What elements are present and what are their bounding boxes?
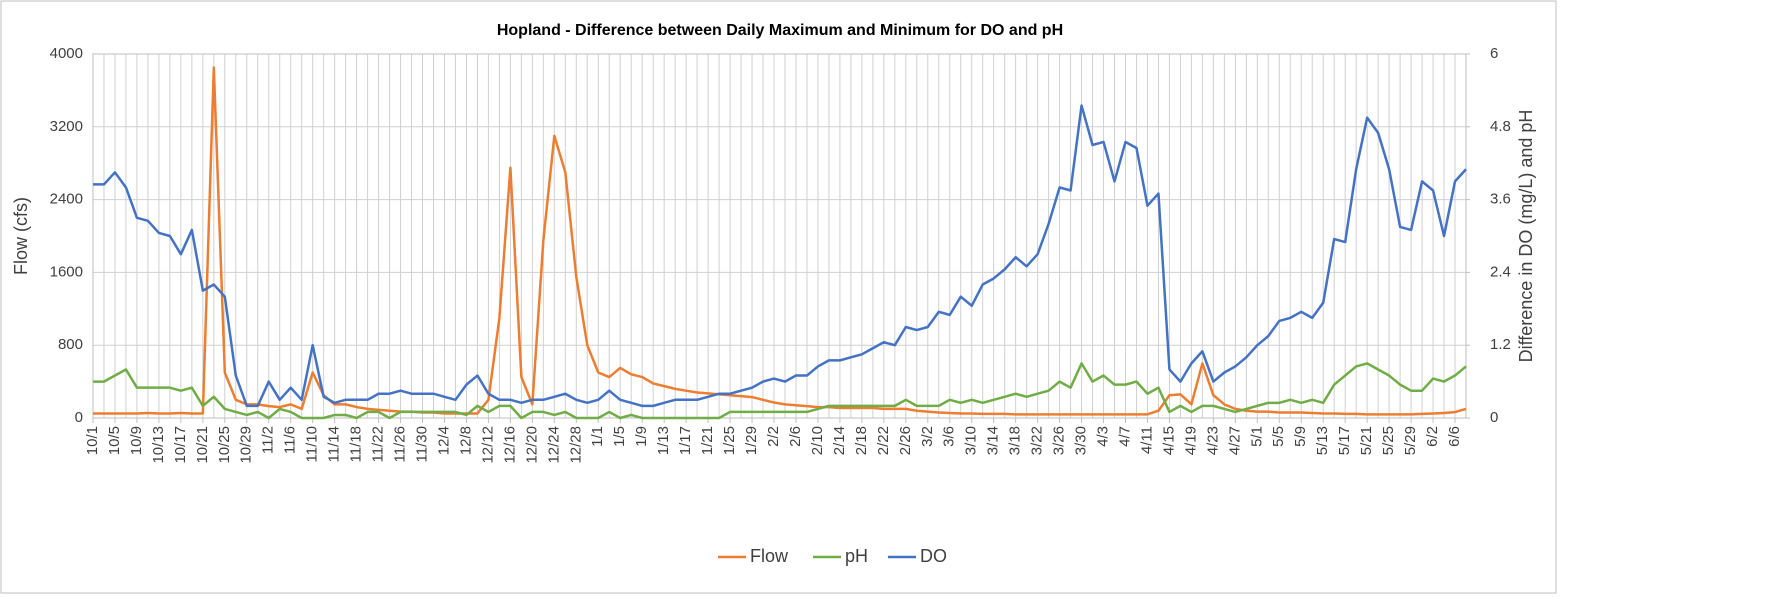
y-tick-label: 1600 bbox=[50, 263, 83, 280]
y-tick-label: 4000 bbox=[50, 45, 83, 62]
x-tick-label: 5/17 bbox=[1336, 426, 1353, 455]
x-tick-label: 10/13 bbox=[150, 426, 167, 464]
y2-axis-title: Difference in DO (mg/L) and pH bbox=[1516, 110, 1536, 363]
x-tick-label: 5/25 bbox=[1380, 426, 1397, 455]
y2-tick-label: 0 bbox=[1490, 409, 1498, 426]
x-tick-label: 11/10 bbox=[304, 426, 321, 462]
y-tick-label: 3200 bbox=[50, 118, 83, 135]
series-line bbox=[93, 362, 1467, 420]
x-tick-label: 11/26 bbox=[392, 426, 409, 462]
x-tick-label: 3/14 bbox=[985, 426, 1002, 455]
x-tick-label: 10/1 bbox=[84, 426, 101, 455]
x-tick-label: 1/13 bbox=[655, 426, 672, 455]
x-tick-label: 1/21 bbox=[699, 426, 716, 455]
y-tick-label: 2400 bbox=[50, 191, 83, 208]
x-tick-label: 4/23 bbox=[1204, 426, 1221, 455]
x-tick-label: 2/22 bbox=[875, 426, 892, 455]
x-tick-label: 1/1 bbox=[589, 426, 606, 447]
x-tick-label: 5/13 bbox=[1314, 426, 1331, 455]
x-tick-label: 11/14 bbox=[326, 426, 343, 462]
x-tick-label: 11/18 bbox=[348, 426, 365, 462]
x-tick-label: 5/29 bbox=[1402, 426, 1419, 455]
legend-label: DO bbox=[920, 546, 947, 566]
x-tick-label: 11/6 bbox=[282, 426, 299, 454]
y-tick-label: 800 bbox=[58, 336, 83, 353]
legend-item: Flow bbox=[718, 546, 789, 566]
x-tick-label: 2/26 bbox=[897, 426, 914, 455]
x-tick-label: 3/6 bbox=[941, 426, 958, 447]
y2-tick-label: 1.2 bbox=[1490, 336, 1511, 353]
y2-tick-label: 4.8 bbox=[1490, 118, 1511, 135]
x-tick-label: 4/7 bbox=[1116, 426, 1133, 447]
x-tick-label: 2/18 bbox=[853, 426, 870, 455]
chart-title: Hopland - Difference between Daily Maxim… bbox=[497, 22, 1063, 39]
x-tick-label: 5/21 bbox=[1358, 426, 1375, 455]
plot-border bbox=[92, 53, 1467, 419]
y2-tick-label: 2.4 bbox=[1490, 263, 1511, 280]
x-tick-label: 1/29 bbox=[743, 426, 760, 455]
x-tick-label: 6/6 bbox=[1446, 426, 1463, 447]
x-tick-label: 12/20 bbox=[523, 426, 540, 464]
x-tick-label: 12/8 bbox=[457, 426, 474, 455]
x-tick-label: 4/19 bbox=[1182, 426, 1199, 455]
x-tick-label: 1/5 bbox=[611, 426, 628, 447]
x-tick-label: 10/9 bbox=[128, 426, 145, 455]
x-tick-label: 4/3 bbox=[1094, 426, 1111, 447]
x-tick-label: 11/22 bbox=[370, 426, 387, 462]
x-tick-label: 5/9 bbox=[1292, 426, 1309, 447]
x-tick-label: 3/2 bbox=[919, 426, 936, 447]
x-tick-label: 12/4 bbox=[435, 426, 452, 455]
chart-frame bbox=[0, 0, 1557, 594]
x-tick-label: 2/10 bbox=[809, 426, 826, 455]
x-tick-label: 10/25 bbox=[216, 426, 233, 464]
x-tick-label: 12/16 bbox=[501, 426, 518, 464]
x-tick-label: 1/9 bbox=[633, 426, 650, 447]
x-tick-label: 3/22 bbox=[1029, 426, 1046, 455]
x-tick-label: 10/21 bbox=[194, 426, 211, 464]
x-tick-label: 12/28 bbox=[567, 426, 584, 464]
legend-item: pH bbox=[813, 546, 868, 566]
y-axis-title: Flow (cfs) bbox=[11, 197, 31, 275]
x-tick-label: 10/5 bbox=[106, 426, 123, 455]
x-tick-label: 2/6 bbox=[787, 426, 804, 447]
x-tick-label: 3/26 bbox=[1051, 426, 1068, 455]
x-tick-label: 6/2 bbox=[1424, 426, 1441, 447]
x-tick-label: 4/15 bbox=[1160, 426, 1177, 455]
x-tick-label: 11/2 bbox=[260, 426, 277, 454]
y2-tick-label: 3.6 bbox=[1490, 191, 1511, 208]
x-tick-label: 11/30 bbox=[413, 426, 430, 462]
x-tick-label: 12/24 bbox=[545, 426, 562, 464]
x-tick-label: 1/17 bbox=[677, 426, 694, 455]
legend-item: DO bbox=[888, 546, 947, 566]
x-tick-label: 2/14 bbox=[831, 426, 848, 455]
y2-tick-label: 6 bbox=[1490, 45, 1498, 62]
x-tick-label: 4/27 bbox=[1226, 426, 1243, 455]
x-tick-label: 3/30 bbox=[1073, 426, 1090, 455]
series-line bbox=[93, 104, 1467, 408]
x-tick-label: 10/17 bbox=[172, 426, 189, 464]
x-tick-label: 5/1 bbox=[1248, 426, 1265, 447]
x-tick-label: 3/18 bbox=[1007, 426, 1024, 455]
y-tick-label: 0 bbox=[75, 409, 83, 426]
x-tick-label: 2/2 bbox=[765, 426, 782, 447]
legend-label: pH bbox=[845, 546, 868, 566]
x-tick-label: 3/10 bbox=[963, 426, 980, 455]
legend-label: Flow bbox=[750, 546, 789, 566]
x-tick-label: 1/25 bbox=[721, 426, 738, 455]
x-tick-label: 4/11 bbox=[1138, 426, 1155, 454]
x-tick-label: 12/12 bbox=[479, 426, 496, 464]
x-tick-label: 10/29 bbox=[238, 426, 255, 464]
x-tick-label: 5/5 bbox=[1270, 426, 1287, 447]
